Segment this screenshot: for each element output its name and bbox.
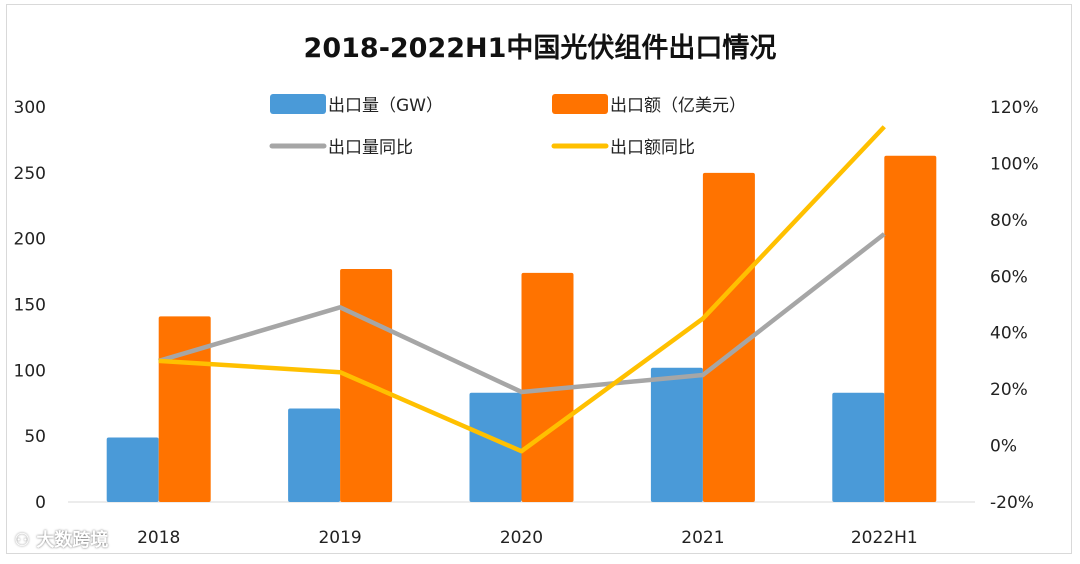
y-right-tick-label: 40% xyxy=(990,324,1028,344)
bar-value xyxy=(702,172,755,503)
y-right-tick-label: 60% xyxy=(990,267,1028,287)
bar-volume xyxy=(469,392,522,502)
legend-swatch xyxy=(552,94,608,114)
y-right-tick-label: 120% xyxy=(990,98,1039,118)
y-right-tick-label: -20% xyxy=(990,493,1034,513)
x-tick-label: 2022H1 xyxy=(851,528,918,548)
y-left-tick-label: 100 xyxy=(14,361,46,381)
x-tick-label: 2019 xyxy=(318,528,361,548)
legend-label: 出口额同比 xyxy=(610,138,695,158)
x-tick-label: 2020 xyxy=(500,528,543,548)
y-right-tick-label: 80% xyxy=(990,211,1028,231)
y-right-tick-label: 0% xyxy=(990,437,1017,457)
bar-value xyxy=(158,316,211,502)
chart-frame xyxy=(6,4,1072,554)
y-left-tick-label: 200 xyxy=(14,230,46,250)
bar-volume xyxy=(650,367,703,502)
bar-volume xyxy=(106,437,159,502)
y-right-tick-label: 20% xyxy=(990,380,1028,400)
y-right-tick-label: 100% xyxy=(990,154,1039,174)
y-left-tick-label: 150 xyxy=(14,296,46,316)
legend-label: 出口量同比 xyxy=(328,138,413,158)
bar-volume xyxy=(832,392,885,502)
watermark-logo: ⚇ 大数跨境 xyxy=(14,530,109,551)
y-left-tick-label: 300 xyxy=(14,98,46,118)
legend-swatch xyxy=(270,94,326,114)
x-tick-label: 2018 xyxy=(137,528,180,548)
chart-title: 2018-2022H1中国光伏组件出口情况 xyxy=(303,33,777,64)
y-left-tick-label: 0 xyxy=(35,493,46,513)
y-left-tick-label: 250 xyxy=(14,164,46,184)
legend-label: 出口量（GW） xyxy=(328,96,443,116)
y-left-tick-label: 50 xyxy=(24,427,46,447)
x-tick-label: 2021 xyxy=(681,528,724,548)
bar-volume xyxy=(288,408,341,502)
bar-value xyxy=(884,155,937,502)
legend-label: 出口额（亿美元） xyxy=(610,96,746,116)
